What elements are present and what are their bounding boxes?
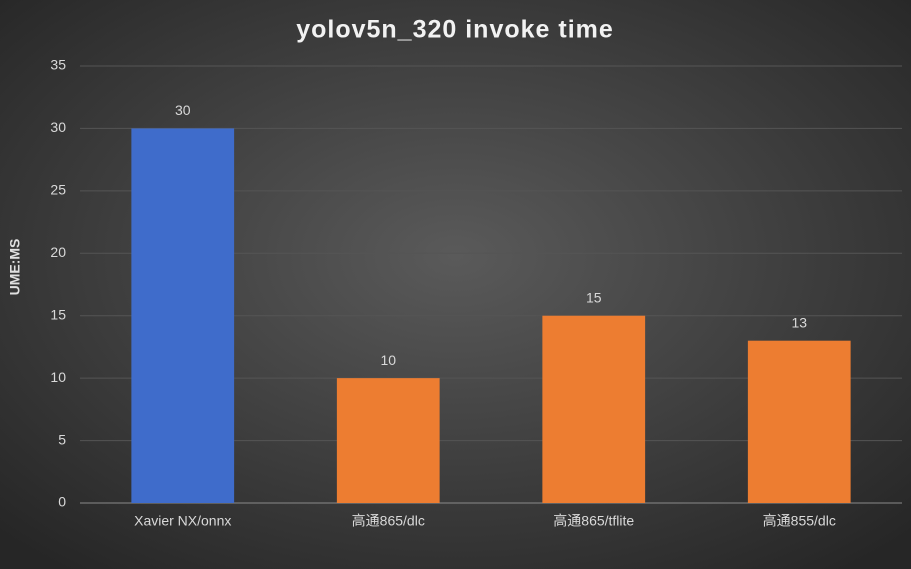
y-tick-label: 0	[58, 494, 66, 510]
y-tick-label: 35	[50, 57, 66, 73]
bar	[747, 340, 851, 503]
y-tick-label: 10	[50, 369, 66, 385]
y-tick-label: 30	[50, 119, 66, 135]
bar	[542, 315, 646, 503]
y-tick-label: 15	[50, 306, 66, 322]
y-tick-label: 20	[50, 244, 66, 260]
x-tick-label: 高通865/tflite	[553, 513, 634, 529]
x-tick-label: 高通855/dlc	[763, 513, 836, 529]
y-tick-label: 5	[58, 431, 66, 447]
data-label: 10	[380, 352, 396, 368]
data-label: 13	[791, 314, 807, 330]
bar	[131, 128, 235, 503]
data-label: 30	[175, 102, 191, 118]
y-tick-label: 25	[50, 182, 66, 198]
x-tick-label: Xavier NX/onnx	[134, 513, 231, 529]
x-tick-label: 高通865/dlc	[352, 513, 425, 529]
bar	[336, 378, 440, 503]
data-label: 15	[586, 289, 602, 305]
chart-title: yolov5n_320 invoke time	[296, 16, 614, 44]
y-axis-title: UME:MS	[7, 239, 23, 296]
